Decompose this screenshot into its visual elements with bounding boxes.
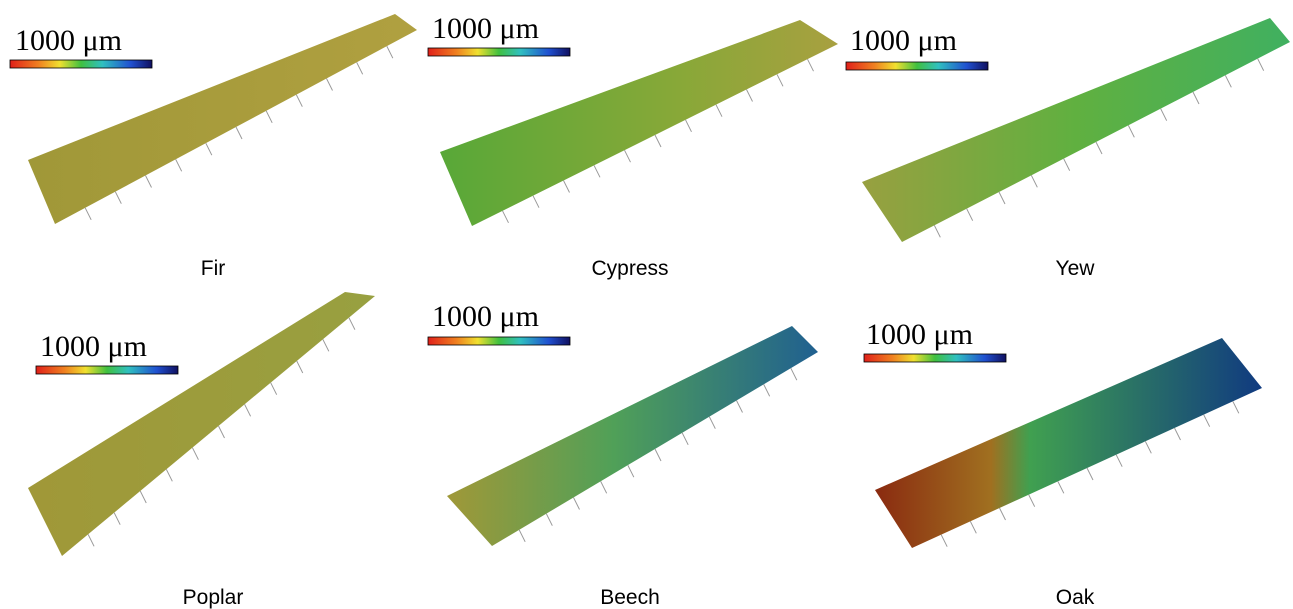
scan-tick — [764, 384, 770, 396]
scan-tick — [206, 143, 212, 155]
scan-tick — [716, 105, 722, 117]
scan-tick — [970, 521, 976, 533]
scan-tick — [1193, 92, 1199, 104]
scan-tick — [1258, 59, 1264, 71]
surface-scan — [875, 338, 1262, 548]
caption: Cypress — [591, 257, 668, 280]
scale-label: 1000 μm — [850, 24, 957, 57]
scan-tick — [574, 498, 580, 510]
scan-tick — [146, 176, 152, 188]
scan-tick — [1058, 481, 1064, 493]
scan-tick — [387, 46, 393, 58]
color-bar — [846, 62, 988, 70]
scan-tick — [296, 95, 302, 107]
scan-tick — [1029, 495, 1035, 507]
scan-tick — [140, 491, 146, 503]
caption: Poplar — [183, 586, 244, 609]
scale-label: 1000 μm — [866, 318, 973, 351]
figure: 1000 μm Fir 1000 μm Cypress 1000 μm Yew 1000 μ… — [0, 0, 1293, 609]
scan-tick — [192, 448, 198, 460]
scan-tick — [533, 196, 539, 208]
scan-tick — [1116, 455, 1122, 467]
caption: Beech — [600, 586, 660, 609]
scan-tick — [323, 339, 329, 351]
scan-tick — [594, 165, 600, 177]
scan-tick — [88, 534, 94, 546]
scan-tick — [655, 449, 661, 461]
scale-label: 1000 μm — [432, 300, 539, 333]
scan-tick — [777, 74, 783, 86]
color-bar — [864, 354, 1006, 362]
scan-tick — [503, 211, 509, 223]
caption: Fir — [201, 257, 226, 280]
scan-tick — [176, 159, 182, 171]
scan-tick — [625, 150, 631, 162]
caption: Yew — [1056, 257, 1096, 280]
scan-tick — [1204, 415, 1210, 427]
scan-tick — [1175, 428, 1181, 440]
scan-tick — [1087, 468, 1093, 480]
scale-label: 1000 μm — [15, 24, 122, 57]
scan-tick — [682, 433, 688, 445]
scan-tick — [327, 79, 333, 91]
scan-tick — [709, 417, 715, 429]
scan-tick — [1145, 441, 1151, 453]
scan-tick — [297, 361, 303, 373]
scan-tick — [349, 318, 355, 330]
scan-tick — [357, 62, 363, 74]
scale-label: 1000 μm — [40, 330, 147, 363]
scan-tick — [655, 135, 661, 147]
color-bar — [428, 48, 570, 56]
scan-tick — [1064, 159, 1070, 171]
scan-tick — [271, 383, 277, 395]
scan-tick — [934, 225, 940, 237]
surface-scan — [447, 326, 818, 546]
scan-tick — [1000, 508, 1006, 520]
color-bar — [428, 337, 570, 345]
scan-tick — [236, 127, 242, 139]
scan-tick — [1161, 109, 1167, 121]
scan-tick — [967, 209, 973, 221]
scale-label: 1000 μm — [432, 12, 539, 45]
scan-tick — [166, 469, 172, 481]
scan-tick — [941, 535, 947, 547]
scan-tick — [546, 514, 552, 526]
scan-tick — [686, 120, 692, 132]
scan-tick — [737, 401, 743, 413]
scan-tick — [747, 90, 753, 102]
scan-tick — [1096, 142, 1102, 154]
color-bar — [36, 366, 178, 374]
scan-tick — [791, 368, 797, 380]
scan-tick — [85, 208, 91, 220]
scan-tick — [114, 513, 120, 525]
scan-tick — [601, 481, 607, 493]
scan-tick — [1233, 401, 1239, 413]
scan-tick — [1128, 125, 1134, 137]
scan-tick — [245, 404, 251, 416]
page: 1000 μm Fir 1000 μm Cypress 1000 μm Yew 1000 μ… — [0, 0, 1293, 609]
scan-tick — [564, 181, 570, 193]
scan-tick — [628, 465, 634, 477]
scan-tick — [519, 530, 525, 542]
scan-tick — [999, 192, 1005, 204]
scan-tick — [219, 426, 225, 438]
scan-tick — [115, 192, 121, 204]
caption: Oak — [1056, 586, 1095, 609]
color-bar — [10, 60, 152, 68]
scan-tick — [808, 59, 814, 71]
scan-tick — [1225, 75, 1231, 87]
scan-tick — [266, 111, 272, 123]
scan-tick — [1031, 175, 1037, 187]
